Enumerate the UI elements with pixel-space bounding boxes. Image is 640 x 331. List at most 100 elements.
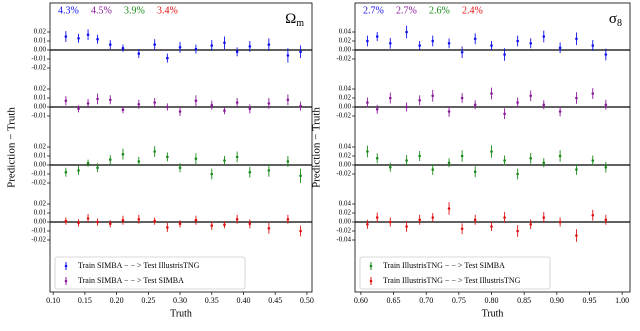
point xyxy=(108,158,112,161)
y-tick-label: -0.02 xyxy=(336,170,351,178)
point xyxy=(388,220,392,224)
point xyxy=(153,219,156,223)
annotation: 2.7% xyxy=(363,5,384,16)
point xyxy=(121,46,125,50)
legend-label: Train IllustrisTNG − − > Test IllustrisT… xyxy=(383,276,521,285)
title-subscript: m xyxy=(296,18,304,29)
y-tick-label: -0.01 xyxy=(31,227,46,235)
legend-label: Train SIMBA − − > Test SIMBA xyxy=(78,276,184,285)
point xyxy=(108,43,112,46)
point xyxy=(64,219,68,223)
y-tick-label: 0.01 xyxy=(34,94,47,102)
x-tick-label: 0.25 xyxy=(141,296,155,305)
y-tick-label: 0.00 xyxy=(34,103,47,111)
point xyxy=(447,207,451,210)
point xyxy=(153,150,156,153)
point xyxy=(431,216,435,219)
point xyxy=(529,94,533,98)
point xyxy=(166,226,169,229)
point xyxy=(529,222,533,226)
point xyxy=(503,159,506,162)
legend-label: Train SIMBA − − > Test IllustrisTNG xyxy=(78,261,200,270)
y-tick-label: 0.04 xyxy=(339,143,352,151)
legend-label: Train IllustrisTNG − − > Test SIMBA xyxy=(383,261,505,270)
x-tick-label: 1.00 xyxy=(615,296,629,305)
point xyxy=(366,101,369,104)
point xyxy=(267,227,271,230)
y-tick-label: 0.02 xyxy=(339,94,352,102)
point xyxy=(166,56,169,60)
x-tick-label: 0.40 xyxy=(236,296,250,305)
point xyxy=(431,94,435,98)
point xyxy=(516,101,519,104)
point xyxy=(375,216,379,219)
legend: Train SIMBA − − > Test IllustrisTNG Train… xyxy=(54,256,246,290)
point xyxy=(178,166,182,169)
point xyxy=(575,37,578,41)
point xyxy=(235,218,239,221)
point xyxy=(286,54,290,57)
point xyxy=(366,150,369,153)
legend-dot xyxy=(369,279,373,283)
point xyxy=(418,218,421,222)
point xyxy=(267,102,271,105)
point xyxy=(286,218,290,221)
y-tick-label: 0.04 xyxy=(339,85,352,93)
point xyxy=(210,224,214,227)
point xyxy=(529,41,533,45)
legend-box xyxy=(359,256,551,290)
y-tick-label: 0.02 xyxy=(339,37,352,45)
y-axis-label: Prediction − Truth xyxy=(311,107,323,188)
point xyxy=(473,218,477,222)
legend: Train IllustrisTNG − − > Test SIMBA Train… xyxy=(359,256,551,290)
point xyxy=(194,99,198,102)
point xyxy=(121,152,125,156)
point xyxy=(418,154,421,158)
point xyxy=(575,168,578,171)
x-axis-label: Truth xyxy=(482,308,504,319)
point xyxy=(473,37,477,41)
annotation: 4.3% xyxy=(58,5,79,16)
point xyxy=(558,46,562,50)
point xyxy=(121,108,125,111)
axes-frame xyxy=(49,2,313,293)
point xyxy=(516,39,519,43)
point xyxy=(108,222,112,226)
point xyxy=(405,225,408,228)
x-tick-label: 0.20 xyxy=(110,296,124,305)
point xyxy=(460,227,464,231)
point xyxy=(153,101,156,104)
point xyxy=(375,107,379,111)
point xyxy=(121,218,125,222)
point xyxy=(166,155,169,159)
point xyxy=(137,218,141,221)
legend-dot xyxy=(64,264,68,268)
point xyxy=(194,47,198,51)
point xyxy=(86,33,90,36)
y-tick-label: -0.02 xyxy=(31,236,46,244)
y-axis-label: Prediction − Truth xyxy=(6,107,18,188)
x-axis-label: Truth xyxy=(170,308,192,319)
point xyxy=(223,159,226,162)
panel-title: σ8 xyxy=(609,11,622,29)
point xyxy=(286,160,290,163)
point xyxy=(248,107,252,111)
point xyxy=(166,105,169,109)
point xyxy=(96,97,99,101)
y-tick-label: 0.02 xyxy=(339,152,352,160)
point xyxy=(194,157,198,160)
y-tick-label: 0.00 xyxy=(34,46,47,54)
point xyxy=(405,105,408,109)
y-tick-label: -0.02 xyxy=(31,179,46,187)
panel-title: Ωm xyxy=(285,11,304,29)
x-tick-label: 0.60 xyxy=(354,296,368,305)
legend-dot xyxy=(64,279,68,283)
point xyxy=(96,166,99,169)
point xyxy=(286,98,290,102)
point xyxy=(299,174,302,178)
y-tick-label: 0.00 xyxy=(339,218,352,226)
point xyxy=(591,213,595,217)
annotation: 3.4% xyxy=(157,5,178,16)
annotation: 2.4% xyxy=(462,5,483,16)
point xyxy=(558,110,562,113)
